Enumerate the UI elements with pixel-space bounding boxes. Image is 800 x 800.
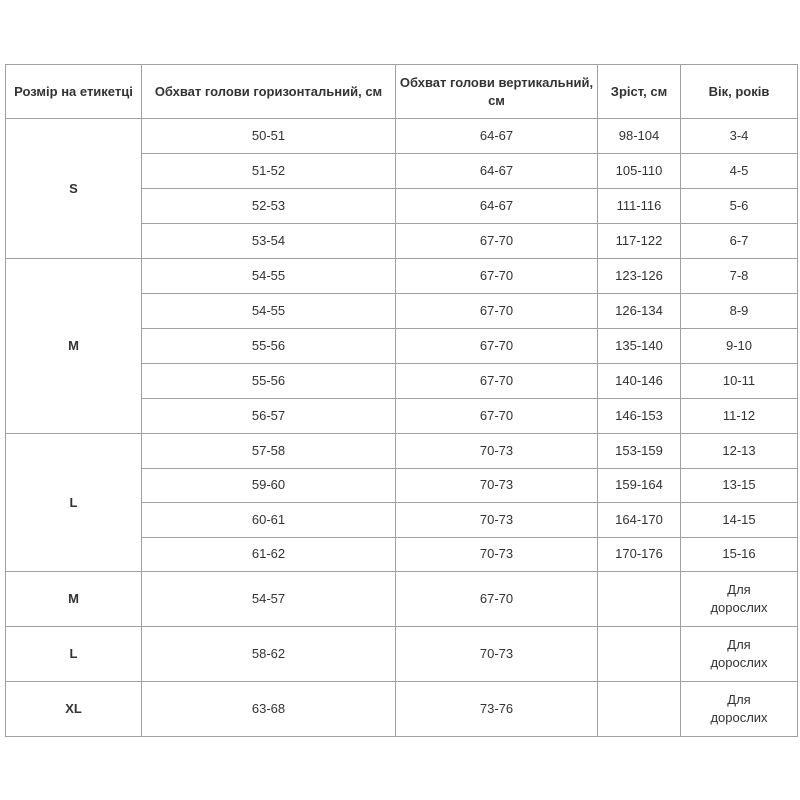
table-cell: 135-140 bbox=[597, 328, 681, 364]
table-row: 56-57 67-70 146-153 11-12 bbox=[6, 398, 798, 434]
table-cell: 70-73 bbox=[395, 433, 598, 469]
table-cell: 117-122 bbox=[597, 223, 681, 259]
table-cell: 61-62 bbox=[141, 536, 396, 572]
table-row: L 58-62 70-73 Для дорослих bbox=[5, 626, 798, 682]
column-header: Обхват голови горизонтальний, см bbox=[141, 64, 396, 119]
table-cell: Для дорослих bbox=[680, 681, 798, 737]
table-cell: 67-70 bbox=[395, 571, 598, 627]
table-cell: 8-9 bbox=[680, 293, 798, 329]
table-cell: 67-70 bbox=[395, 328, 598, 364]
table-cell: 70-73 bbox=[395, 626, 598, 682]
table-cell: 67-70 bbox=[395, 223, 598, 259]
size-label: L bbox=[5, 433, 142, 572]
table-cell: 98-104 bbox=[597, 118, 681, 154]
table-cell: 56-57 bbox=[141, 398, 396, 434]
table-cell: 67-70 bbox=[395, 293, 598, 329]
table-cell bbox=[597, 571, 681, 627]
table-cell: 58-62 bbox=[141, 626, 396, 682]
table-cell: 111-116 bbox=[597, 188, 681, 224]
table-cell: 64-67 bbox=[395, 188, 598, 224]
table-cell: 7-8 bbox=[680, 258, 798, 294]
table-cell: 70-73 bbox=[395, 467, 598, 503]
size-label: M bbox=[5, 258, 142, 434]
table-cell: 15-16 bbox=[680, 536, 798, 572]
table-cell: 52-53 bbox=[141, 188, 396, 224]
table-cell: 6-7 bbox=[680, 223, 798, 259]
column-header: Розмір на етикетці bbox=[5, 64, 142, 119]
column-header: Зріст, см bbox=[597, 64, 681, 119]
table-cell: 164-170 bbox=[597, 502, 681, 538]
table-row: 54-55 67-70 126-134 8-9 bbox=[6, 293, 798, 329]
table-cell: 140-146 bbox=[597, 363, 681, 399]
table-row: L 57-58 70-73 153-159 12-13 bbox=[5, 433, 798, 572]
table-row: 59-60 70-73 159-164 13-15 bbox=[6, 467, 798, 503]
table-cell: 170-176 bbox=[597, 536, 681, 572]
table-row: M 54-55 67-70 123-126 7-8 bbox=[5, 258, 798, 434]
table-cell: 55-56 bbox=[141, 328, 396, 364]
size-label: XL bbox=[5, 681, 142, 737]
table-cell: 14-15 bbox=[680, 502, 798, 538]
table-cell: Для дорослих bbox=[680, 626, 798, 682]
size-label: L bbox=[5, 626, 142, 682]
table-cell: 67-70 bbox=[395, 398, 598, 434]
table-cell: 67-70 bbox=[395, 258, 598, 294]
table-cell: 123-126 bbox=[597, 258, 681, 294]
table-cell: 64-67 bbox=[395, 118, 598, 154]
table-cell bbox=[597, 626, 681, 682]
table-cell: 67-70 bbox=[395, 363, 598, 399]
table-row: 51-52 64-67 105-110 4-5 bbox=[6, 153, 798, 189]
table-row: 55-56 67-70 135-140 9-10 bbox=[6, 328, 798, 364]
table-cell: 57-58 bbox=[141, 433, 396, 469]
table-cell: 3-4 bbox=[680, 118, 798, 154]
table-cell: 64-67 bbox=[395, 153, 598, 189]
size-label: S bbox=[5, 118, 142, 259]
table-row: 53-54 67-70 117-122 6-7 bbox=[6, 223, 798, 259]
table-row: 55-56 67-70 140-146 10-11 bbox=[6, 363, 798, 399]
table-cell: 55-56 bbox=[141, 363, 396, 399]
table-cell: 105-110 bbox=[597, 153, 681, 189]
table-cell: 153-159 bbox=[597, 433, 681, 469]
column-header: Обхват голови вертикальний, см bbox=[395, 64, 598, 119]
table-cell: 73-76 bbox=[395, 681, 598, 737]
table-cell: 5-6 bbox=[680, 188, 798, 224]
table-cell: 70-73 bbox=[395, 502, 598, 538]
table-cell: 70-73 bbox=[395, 536, 598, 572]
table-cell: 54-55 bbox=[141, 258, 396, 294]
table-cell: 11-12 bbox=[680, 398, 798, 434]
table-row: S 50-51 64-67 98-104 3-4 bbox=[5, 118, 798, 259]
table-cell: 9-10 bbox=[680, 328, 798, 364]
table-cell: 10-11 bbox=[680, 363, 798, 399]
table-cell: 126-134 bbox=[597, 293, 681, 329]
table-cell: 54-57 bbox=[141, 571, 396, 627]
table-row: XL 63-68 73-76 Для дорослих bbox=[5, 681, 798, 737]
table-cell bbox=[597, 681, 681, 737]
table-cell: 53-54 bbox=[141, 223, 396, 259]
table-cell: 60-61 bbox=[141, 502, 396, 538]
column-header: Вік, років bbox=[680, 64, 798, 119]
table-cell: Для дорослих bbox=[680, 571, 798, 627]
table-cell: 51-52 bbox=[141, 153, 396, 189]
table-cell: 50-51 bbox=[141, 118, 396, 154]
table-cell: 159-164 bbox=[597, 467, 681, 503]
table-cell: 4-5 bbox=[680, 153, 798, 189]
table-cell: 59-60 bbox=[141, 467, 396, 503]
table-cell: 146-153 bbox=[597, 398, 681, 434]
table-row: 52-53 64-67 111-116 5-6 bbox=[6, 188, 798, 224]
size-label: M bbox=[5, 571, 142, 627]
size-chart-table: Розмір на етикетці Обхват голови горизонт… bbox=[5, 64, 798, 737]
table-row: M 54-57 67-70 Для дорослих bbox=[5, 571, 798, 627]
table-cell: 13-15 bbox=[680, 467, 798, 503]
header-row: Розмір на етикетці Обхват голови горизонт… bbox=[5, 64, 798, 119]
table-cell: 63-68 bbox=[141, 681, 396, 737]
table-cell: 54-55 bbox=[141, 293, 396, 329]
table-cell: 12-13 bbox=[680, 433, 798, 469]
